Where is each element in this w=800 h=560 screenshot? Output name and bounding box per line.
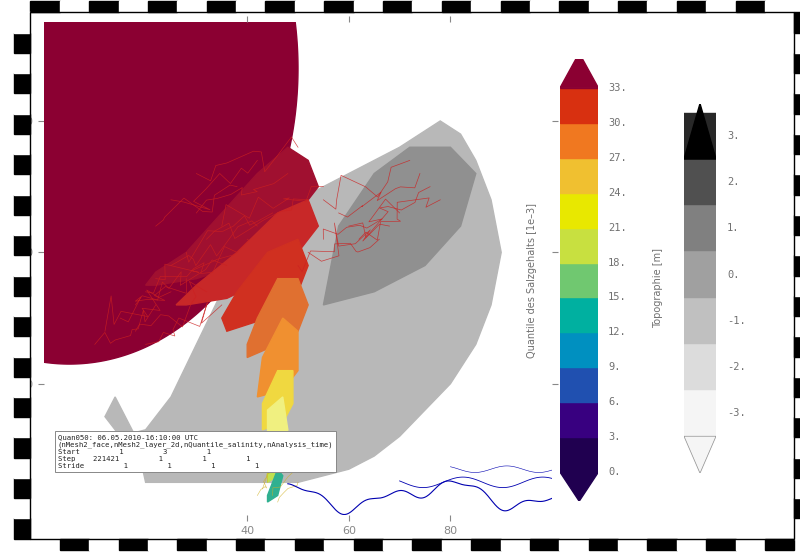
Bar [560, 297, 598, 333]
Polygon shape [267, 436, 282, 482]
Polygon shape [110, 253, 156, 331]
Text: 0.: 0. [608, 467, 621, 477]
Polygon shape [186, 134, 267, 239]
Polygon shape [560, 53, 598, 88]
Text: -3.: -3. [727, 408, 746, 418]
Text: 30.: 30. [608, 118, 626, 128]
Polygon shape [146, 200, 197, 285]
Bar [684, 344, 716, 390]
Text: 12.: 12. [608, 328, 626, 337]
Text: Topographie [m]: Topographie [m] [653, 249, 663, 328]
Text: -2.: -2. [727, 362, 746, 372]
Text: 9.: 9. [608, 362, 621, 372]
Bar [560, 123, 598, 158]
Text: 0.: 0. [727, 269, 740, 279]
Text: 33.: 33. [608, 83, 626, 93]
Polygon shape [262, 371, 293, 430]
Bar [560, 367, 598, 402]
Text: 24.: 24. [608, 188, 626, 198]
Polygon shape [247, 279, 308, 357]
Polygon shape [323, 147, 476, 305]
Bar [560, 333, 598, 367]
Text: 21.: 21. [608, 223, 626, 232]
Polygon shape [0, 0, 298, 364]
Text: Quan050: 06.05.2010-16:10:00 UTC
(nMesh2_face,nMesh2_layer_2d,nQuantile_salinity: Quan050: 06.05.2010-16:10:00 UTC (nMesh2… [58, 434, 334, 469]
Bar [560, 402, 598, 437]
Bar [684, 206, 716, 251]
Bar [560, 263, 598, 297]
Text: 2.: 2. [727, 177, 740, 187]
Text: 3.: 3. [727, 131, 740, 141]
Polygon shape [258, 318, 298, 397]
Polygon shape [684, 104, 716, 159]
Polygon shape [560, 472, 598, 501]
Text: 15.: 15. [608, 292, 626, 302]
Text: 3.: 3. [608, 432, 621, 442]
Text: 18.: 18. [608, 258, 626, 268]
Bar [684, 159, 716, 206]
Polygon shape [222, 239, 308, 331]
Bar [560, 437, 598, 472]
Bar [560, 193, 598, 227]
Polygon shape [146, 147, 318, 285]
Polygon shape [684, 436, 716, 473]
Text: Quantile des Salzgehalts [1e–3]: Quantile des Salzgehalts [1e–3] [527, 203, 537, 357]
Bar [560, 88, 598, 123]
Text: 27.: 27. [608, 153, 626, 163]
Bar [684, 390, 716, 436]
Bar [560, 227, 598, 263]
Text: 6.: 6. [608, 397, 621, 407]
Bar [560, 158, 598, 193]
Bar [684, 113, 716, 159]
Polygon shape [267, 469, 282, 502]
Bar [684, 298, 716, 344]
Polygon shape [267, 397, 288, 456]
Polygon shape [105, 121, 501, 482]
Text: -1.: -1. [727, 316, 746, 326]
Polygon shape [176, 200, 318, 305]
Text: 1.: 1. [727, 223, 740, 234]
Bar [684, 251, 716, 298]
